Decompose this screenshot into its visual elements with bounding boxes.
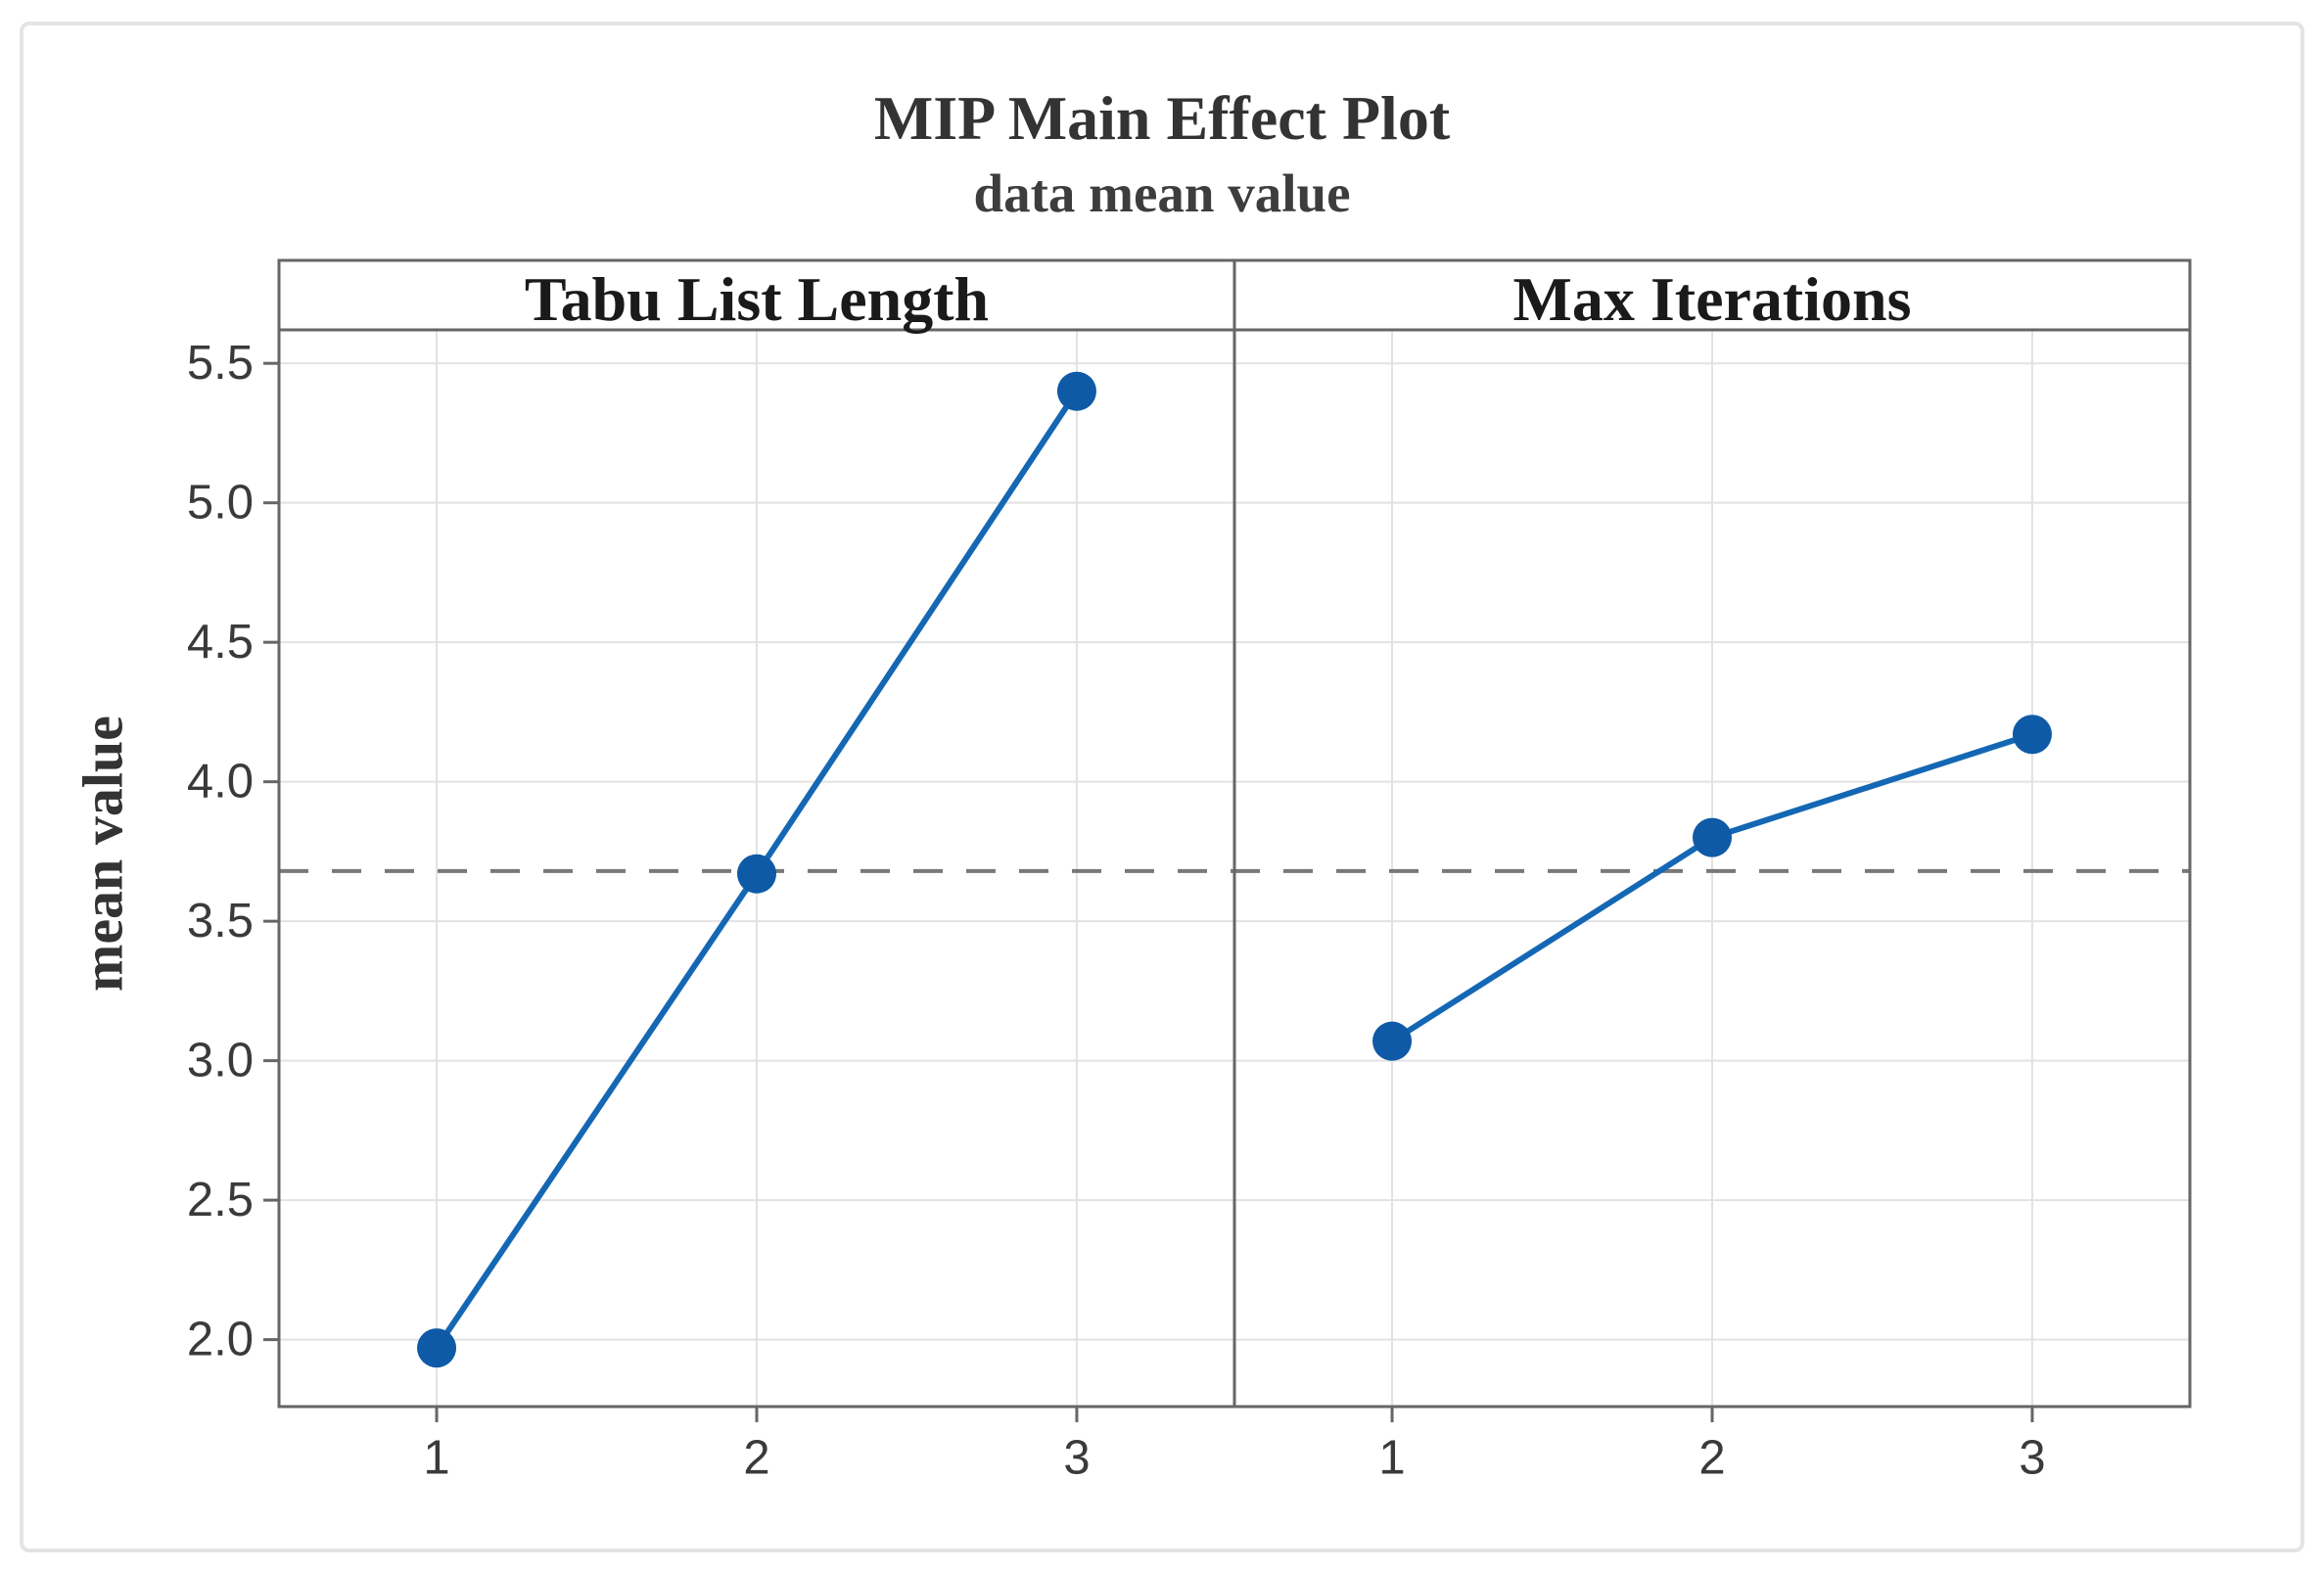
x-tick-label: 2 [1698,1431,1725,1484]
y-tick-label: 4.0 [187,756,254,809]
x-tick-label: 3 [1063,1431,1090,1484]
data-point [737,854,776,894]
x-tick-label: 3 [2019,1431,2045,1484]
y-tick-label: 5.0 [187,477,254,530]
data-point [1372,1021,1413,1061]
x-tick-label: 1 [1378,1431,1405,1484]
chart-subtitle: data mean value [973,163,1351,223]
data-point [2012,715,2052,755]
data-point [417,1328,457,1368]
data-point [1693,817,1732,857]
y-tick-label: 4.5 [187,616,254,669]
y-tick-label: 2.5 [187,1174,254,1226]
y-tick-label: 2.0 [187,1314,254,1366]
panel-header-label: Tabu List Length [525,264,989,334]
y-tick-label: 3.0 [187,1035,254,1087]
x-tick-label: 1 [423,1431,449,1484]
x-tick-label: 2 [743,1431,769,1484]
panel-header-label: Max Iterations [1512,264,1911,334]
chart-title: MIP Main Effect Plot [873,83,1451,153]
data-point [1056,371,1096,411]
figure-container: MIP Main Effect Plot data mean value [20,22,2304,1552]
y-tick-label: 5.5 [187,337,254,390]
y-tick-label: 3.5 [187,895,254,948]
